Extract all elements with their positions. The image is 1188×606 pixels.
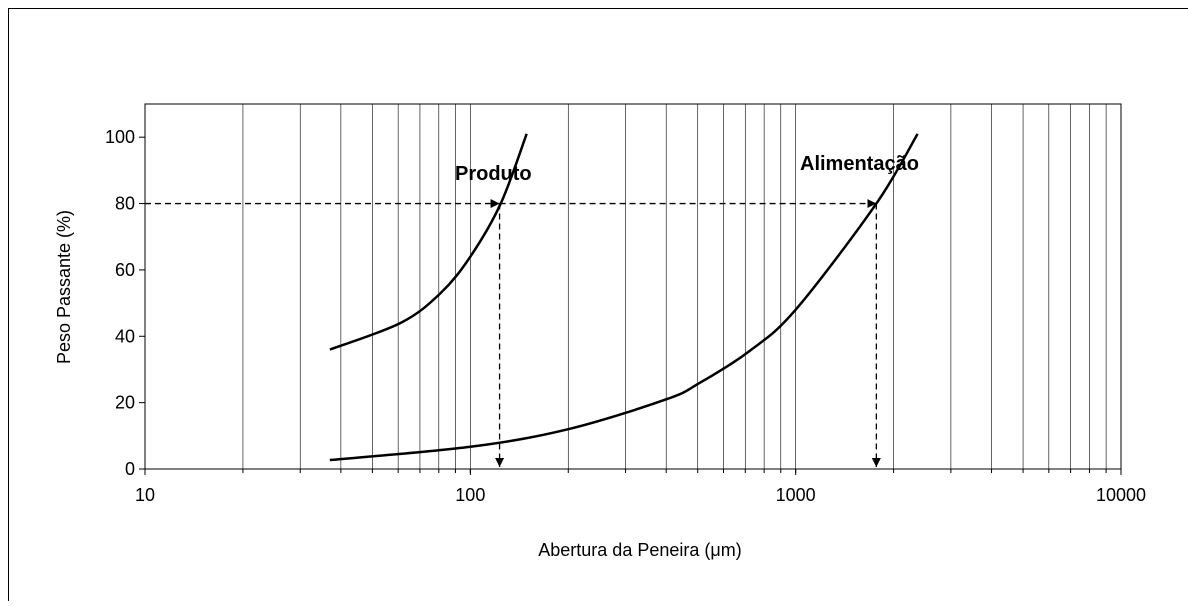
x-tick-label: 10: [135, 485, 155, 505]
x-tick-label: 10000: [1096, 485, 1146, 505]
y-tick-label: 100: [105, 127, 135, 147]
series-label: Produto: [455, 163, 532, 185]
y-tick-label: 80: [115, 194, 135, 214]
plot-area: [145, 104, 1121, 469]
x-axis-label: Abertura da Peneira (μm): [538, 540, 741, 560]
y-tick-label: 20: [115, 393, 135, 413]
x-tick-label: 1000: [776, 485, 816, 505]
series-label: Alimentação: [800, 153, 919, 175]
y-tick-label: 0: [125, 459, 135, 479]
series-line: [330, 134, 918, 460]
x-tick-label: 100: [455, 485, 485, 505]
y-axis-label: Peso Passante (%): [54, 210, 74, 364]
y-tick-label: 60: [115, 260, 135, 280]
y-tick-label: 40: [115, 326, 135, 346]
frame: [9, 9, 1188, 602]
